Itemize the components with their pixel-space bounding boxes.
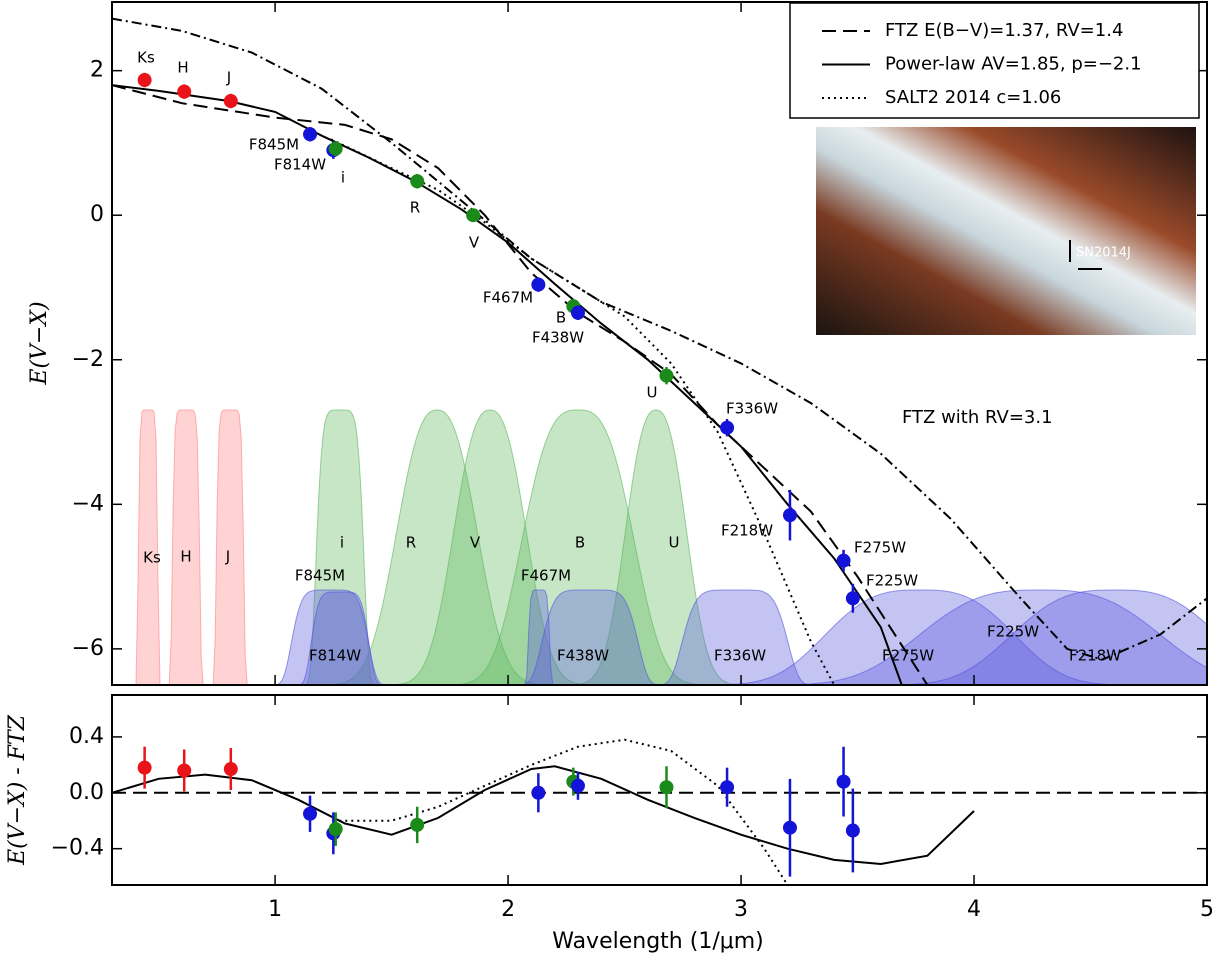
filter-label: F467M: [521, 567, 571, 585]
model-curve: [112, 84, 929, 685]
data-point: [570, 305, 585, 320]
x-tick-label: 4: [967, 897, 981, 922]
filter-label: F336W: [714, 647, 766, 665]
filter-label: B: [575, 534, 585, 552]
y-axis-label: E(V−X): [27, 301, 52, 385]
y-tick-label: −4: [72, 491, 104, 516]
filter-band: [572, 409, 739, 686]
filter-label: F438W: [557, 647, 609, 665]
data-point: [223, 762, 238, 777]
annotation: FTZ with RV=3.1: [902, 407, 1053, 428]
data-point: [223, 94, 238, 109]
filter-label: U: [669, 534, 680, 552]
filter-label: F845M: [295, 567, 345, 585]
filter-label: F275W: [882, 647, 934, 665]
y-tick-label: 0.0: [69, 780, 104, 805]
legend-label: SALT2 2014 c=1.06: [885, 87, 1061, 108]
x-axis-label: Wavelength (1/μm): [552, 929, 764, 954]
point-label: Ks: [137, 49, 155, 67]
point-label: V: [469, 234, 480, 252]
filter-label: F225W: [987, 623, 1039, 641]
data-point: [466, 208, 481, 223]
y-axis-label: E(V−X) - FTZ: [5, 714, 30, 866]
filter-label: Ks: [143, 549, 161, 567]
data-point: [410, 817, 425, 832]
data-point: [531, 277, 546, 292]
y-tick-label: −2: [72, 347, 104, 372]
data-point: [659, 368, 674, 383]
legend-label: Power-law AV=1.85, p=−2.1: [885, 54, 1142, 75]
data-point: [720, 420, 735, 435]
filter-label: V: [470, 534, 481, 552]
filter-label: J: [225, 548, 230, 566]
data-point: [410, 174, 425, 189]
data-point: [570, 778, 585, 793]
filter-label: F218W: [1069, 647, 1121, 665]
data-point: [836, 553, 851, 568]
data-point: [720, 780, 735, 795]
filter-band: [435, 409, 721, 686]
filter-curves: Ks H Ji R V B U F845M F814W F467M F438W F336W F218W F…: [126, 409, 1208, 686]
point-label: B: [556, 309, 566, 327]
point-label: F814W: [274, 156, 326, 174]
x-tick-label: 5: [1200, 897, 1214, 922]
filter-label: H: [180, 548, 191, 566]
filter-label: F814W: [309, 647, 361, 665]
filter-band: [126, 409, 170, 686]
data-point: [531, 785, 546, 800]
x-tick-label: 1: [268, 897, 282, 922]
point-label: F438W: [532, 329, 584, 347]
y-tick-label: 0: [90, 202, 104, 227]
point-label: F336W: [726, 400, 778, 418]
filter-label: R: [406, 534, 416, 552]
data-point: [845, 823, 860, 838]
data-point: [845, 591, 860, 606]
data-point: [836, 774, 851, 789]
y-tick-label: −0.4: [51, 836, 104, 861]
data-point: [177, 84, 192, 99]
data-point: [782, 508, 797, 523]
data-point: [137, 73, 152, 88]
point-label: i: [341, 169, 345, 187]
y-tick-label: −6: [72, 636, 104, 661]
data-point: [137, 760, 152, 775]
data-point: [328, 141, 343, 156]
y-tick-label: 0.4: [69, 724, 104, 749]
point-label: F218W: [721, 522, 773, 540]
reference-curve: [112, 17, 1207, 661]
filter-band: [390, 409, 590, 686]
plot-frame: [111, 694, 1208, 886]
data-point: [782, 820, 797, 835]
legend-label: FTZ E(B−V)=1.37, RV=1.4: [885, 20, 1123, 41]
filter-band: [678, 589, 1162, 686]
point-label: H: [177, 59, 188, 77]
data-point: [303, 127, 318, 142]
data-point: [177, 763, 192, 778]
point-label: U: [647, 384, 658, 402]
plot-area: −6 −4 −2 0 2 FTZ with RV=3.1 Ks H J F845M F814W i R V…: [51, 1, 1214, 922]
point-label: F225W: [866, 572, 918, 590]
x-tick-label: 2: [501, 897, 515, 922]
filter-band: [326, 409, 548, 686]
data-point: [328, 822, 343, 837]
point-label: R: [410, 199, 420, 217]
filter-label: i: [340, 534, 344, 552]
inset-label: SN2014J: [1076, 246, 1131, 261]
data-point: [659, 780, 674, 795]
data-point: [303, 806, 318, 821]
model-curve: [112, 765, 975, 866]
point-label: F275W: [854, 539, 906, 557]
model-curve: [333, 738, 789, 885]
x-tick-label: 3: [734, 897, 748, 922]
point-label: F467M: [483, 289, 533, 307]
point-label: J: [226, 69, 231, 87]
point-label: F845M: [249, 136, 299, 154]
inset-image: [816, 127, 1196, 335]
plot-frame: [111, 1, 1208, 686]
model-curve: [330, 138, 836, 685]
y-tick-label: 2: [90, 58, 104, 83]
